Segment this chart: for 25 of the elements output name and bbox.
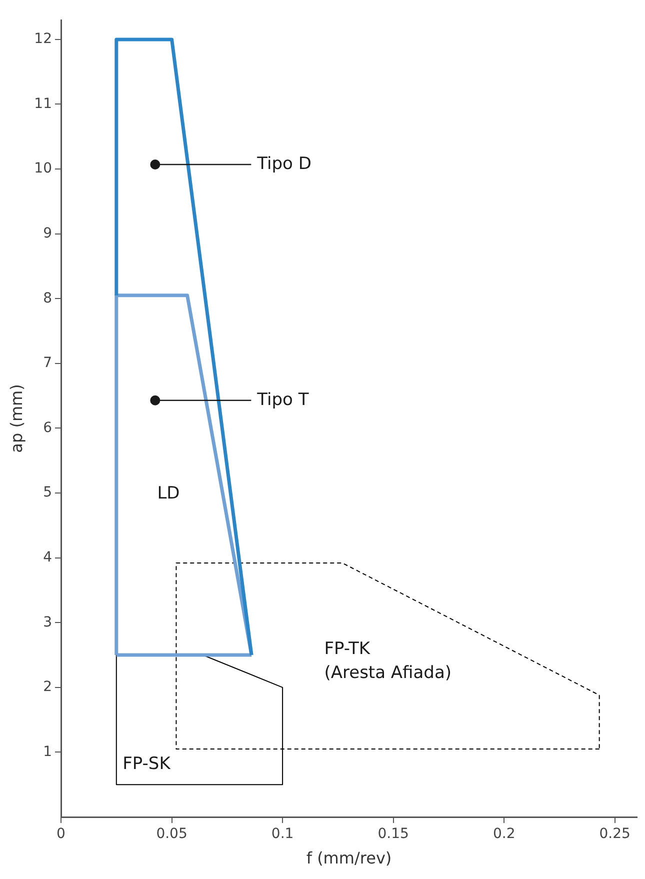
y-tick-label: 11 [34,96,52,112]
x-tick-label: 0.1 [271,826,294,842]
x-tick-label: 0.05 [156,826,188,842]
y-tick-label: 3 [43,614,52,630]
annotation: FP-SK [122,754,172,774]
annotation: Tipo T [256,390,310,410]
x-axis-title: f (mm/rev) [306,848,392,868]
y-tick-label: 8 [43,290,52,306]
y-tick-label: 12 [34,31,52,48]
annotation: FP-TK (Aresta Afiada) [324,639,452,684]
x-tick-label: 0.15 [378,826,409,842]
y-tick-label: 6 [43,420,52,436]
y-tick-label: 1 [43,744,52,760]
x-tick-label: 0 [56,826,66,842]
y-tick-label: 4 [43,549,52,566]
annotation: Tipo D [256,154,312,174]
y-axis-title: ap (mm) [6,384,26,453]
annotation: LD [157,484,180,504]
y-tick-label: 2 [43,679,52,696]
y-tick-label: 10 [34,160,52,177]
y-tick-label: 7 [43,355,52,372]
y-tick-label: 5 [43,484,52,501]
y-tick-label: 9 [43,225,52,242]
x-tick-label: 0.25 [599,826,630,842]
x-tick-label: 0.2 [492,826,516,842]
